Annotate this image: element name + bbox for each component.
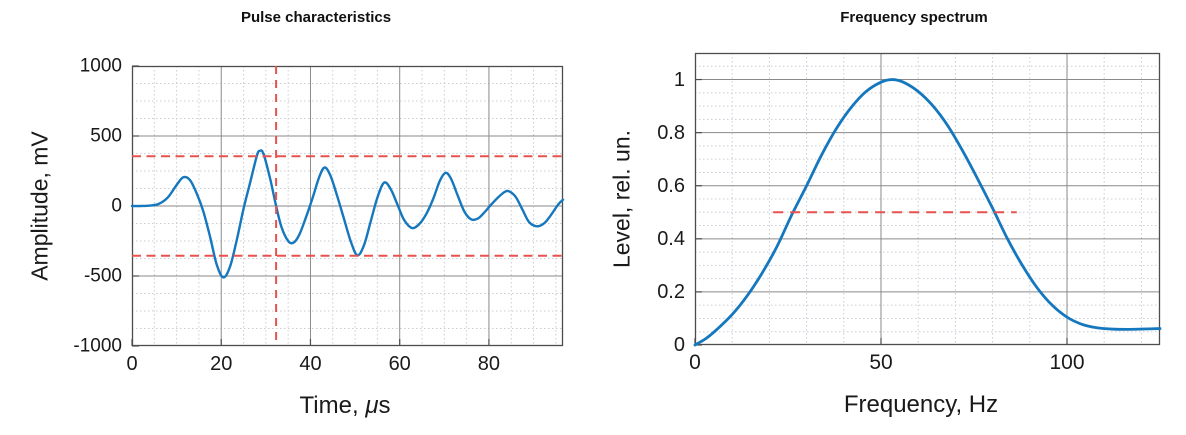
pulse-characteristics-x-tick-label: 80 (477, 353, 501, 375)
frequency-spectrum-y-tick-label: 0.4 (657, 227, 685, 250)
frequency-spectrum-y-tick-label: 0.6 (657, 174, 685, 197)
frequency-spectrum-y-tick-label: 0 (673, 334, 685, 356)
frequency-spectrum-y-tick-label: 0.2 (657, 280, 685, 303)
pulse-characteristics-x-tick-label: 0 (126, 353, 138, 375)
pulse-x-axis-label-text: Time, (299, 392, 366, 419)
spectrum-curve (693, 78, 1162, 347)
frequency-spectrum-x-tick-label: 50 (869, 351, 893, 374)
frequency-spectrum-x-tick-label: 100 (1049, 351, 1085, 374)
pulse-characteristics-y-tick-label: -500 (83, 265, 122, 287)
frequency-spectrum-x-tick-label: 0 (689, 351, 701, 374)
axes-box (694, 52, 1161, 346)
pulse-plot-area (130, 65, 565, 347)
pulse-y-axis-label: Amplitude, mV (26, 131, 53, 281)
pulse-characteristics-x-tick-label: 20 (210, 353, 233, 375)
mu-symbol: μ (365, 392, 379, 419)
pulse-waveform (130, 149, 565, 279)
pulse-characteristics-y-tick-label: -1000 (73, 335, 122, 357)
pulse-characteristics-y-tick-label: 1000 (79, 55, 122, 77)
frequency-spectrum-y-tick-label: 1 (673, 68, 685, 91)
pulse-characteristics-x-tick-label: 40 (299, 353, 322, 375)
spectrum-plot-area (693, 52, 1162, 347)
pulse-characteristics-y-tick-label: 500 (90, 125, 122, 147)
frequency-spectrum-y-tick-label: 0.8 (657, 121, 685, 144)
spectrum-chart-title: Frequency spectrum (840, 9, 988, 26)
spectrum-x-axis-label-text: Frequency, Hz (843, 391, 999, 418)
pulse-characteristics-y-tick-label: 0 (111, 195, 122, 217)
pulse-x-axis-label-unit: s (378, 392, 391, 419)
pulse-characteristics-x-tick-label: 60 (388, 353, 411, 375)
pulse-x-axis-label: Time, μs (300, 392, 391, 420)
spectrum-x-axis-label: Frequency, Hz (844, 391, 998, 419)
pulse-chart-title: Pulse characteristics (240, 9, 392, 26)
